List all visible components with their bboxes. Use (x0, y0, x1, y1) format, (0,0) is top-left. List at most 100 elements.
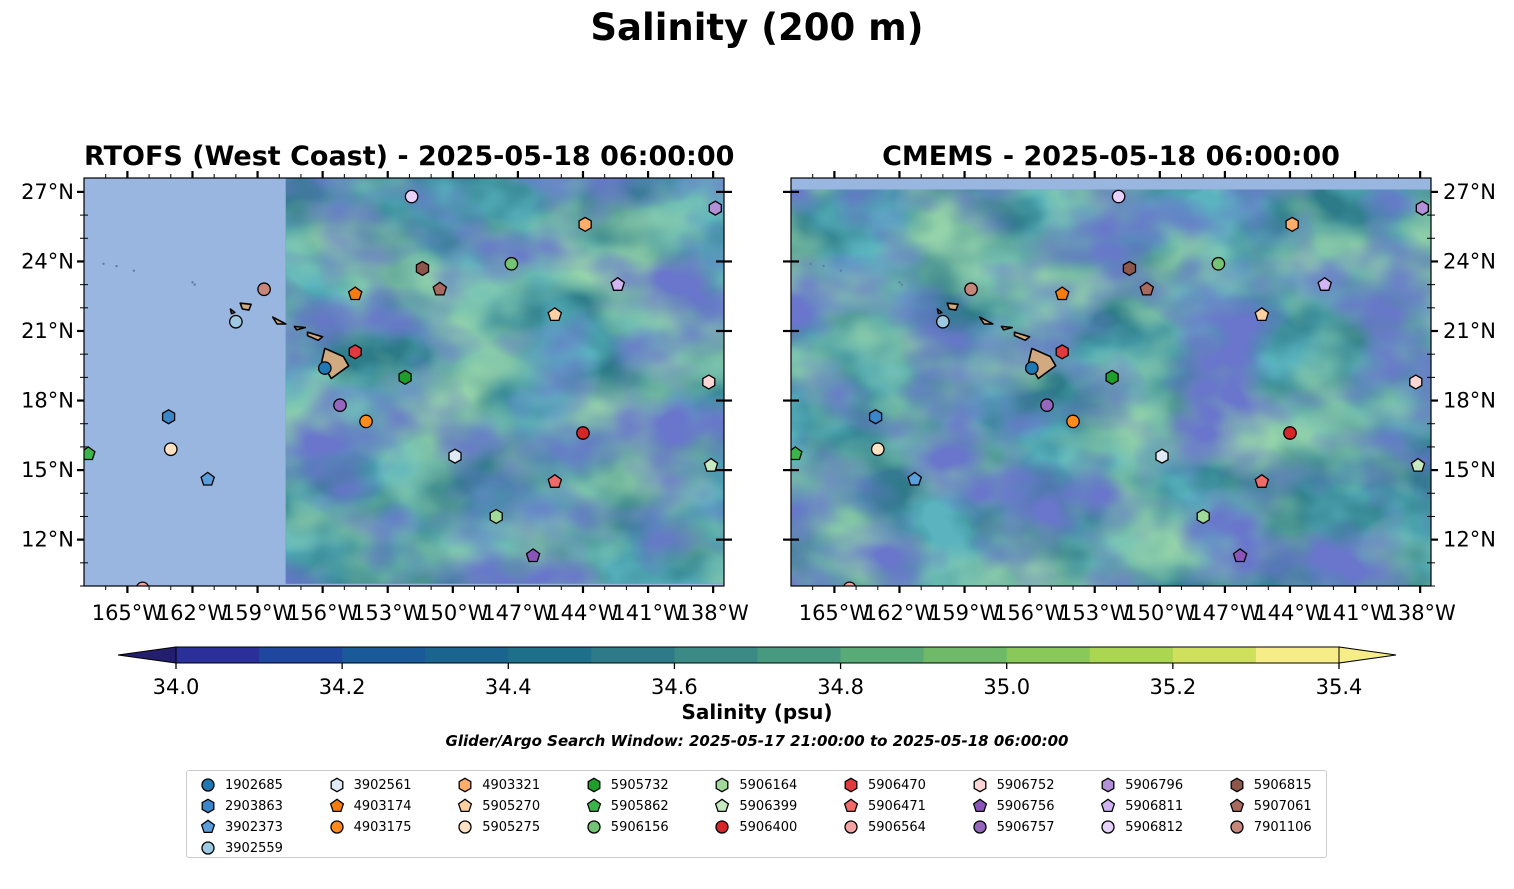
legend-marker-hexagon-icon (844, 777, 858, 793)
legend-item-3902373: 3902373 (199, 817, 283, 837)
legend-marker-shape (1229, 798, 1244, 813)
legend-marker-shape (330, 777, 344, 793)
legend-label: 5906756 (996, 798, 1055, 814)
salinity-eddies-low (285, 178, 724, 584)
legend-label: 7901106 (1253, 819, 1312, 835)
float-marker-5906471 (547, 473, 563, 488)
legend-item-5906164: 5906164 (713, 775, 797, 795)
colorbar: 34.0 34.2 34.4 34.6 34.8 35.0 35.2 35.4 (117, 646, 1397, 699)
colorbar-segment (259, 647, 343, 663)
legend-marker-hexagon-icon (330, 777, 344, 793)
island-3 (271, 316, 287, 325)
float-marker-5906756 (1232, 548, 1248, 563)
colorbar-tick-label: 35.2 (1149, 675, 1196, 699)
legend-item-5906815: 5906815 (1228, 775, 1312, 795)
y-tick-label: 12°N (21, 528, 74, 552)
legend-item-4903321: 4903321 (456, 775, 540, 795)
float-marker-3902559 (229, 314, 243, 329)
x-tick-label: 153°W (1059, 601, 1131, 625)
x-tick-label: 159°W (222, 601, 294, 625)
legend-item-5906564: 5906564 (842, 817, 926, 837)
legend-label: 5906564 (868, 819, 926, 835)
legend-item-1902685: 1902685 (199, 775, 283, 795)
legend-label: 4903174 (353, 798, 412, 814)
island-2 (293, 325, 307, 331)
legend-marker-circle-icon (201, 841, 215, 855)
x-tick-label: 165°W (799, 601, 871, 625)
right-map-panel: 165°W162°W159°W156°W153°W150°W147°W144°W… (783, 171, 1496, 625)
float-marker-4903175 (1066, 414, 1080, 429)
x-tick-label: 138°W (677, 601, 749, 625)
x-tick-label: 147°W (482, 601, 554, 625)
colorbar-segment (757, 647, 842, 663)
float-marker-5905732 (398, 369, 412, 386)
legend-marker-hexagon-icon (1101, 777, 1115, 793)
x-tick-label: 141°W (1319, 601, 1391, 625)
colorbar-tick-label: 34.6 (651, 675, 698, 699)
float-marker-5905275 (870, 442, 885, 457)
float-marker-5905732 (1105, 369, 1119, 386)
float-marker-5905275 (163, 442, 178, 457)
float-marker-5906400 (576, 426, 590, 440)
legend-marker-hexagon-icon (973, 777, 987, 793)
float-marker-5906752 (1409, 374, 1423, 390)
island-5 (229, 308, 236, 315)
x-tick-label: 162°W (864, 601, 936, 625)
float-marker-5906796 (1415, 200, 1429, 216)
y-tick-label: 18°N (21, 389, 74, 413)
legend-marker-shape (1101, 820, 1115, 834)
legend-marker-circle-icon (329, 820, 344, 834)
colorbar-segment (923, 647, 1008, 663)
legend-label: 5906757 (996, 819, 1055, 835)
figure-title: Salinity (200 m) (590, 6, 924, 49)
float-marker-3902373 (200, 471, 216, 486)
reef-1 (132, 269, 136, 272)
float-marker-5905862 (791, 446, 803, 461)
colorbar-segment (1255, 647, 1340, 663)
right-panel-title: CMEMS - 2025-05-18 06:00:00 (882, 141, 1340, 172)
legend-label: 4903321 (482, 777, 541, 793)
x-tick-label: 141°W (612, 601, 684, 625)
legend-item-2903863: 2903863 (199, 796, 283, 816)
legend-item-5905862: 5905862 (585, 796, 669, 816)
float-marker-5906756 (525, 548, 541, 563)
float-marker-4903174 (1054, 286, 1070, 301)
float-marker-3902373 (907, 471, 923, 486)
legend-label: 5906796 (1125, 777, 1184, 793)
left-panel-title: RTOFS (West Coast) - 2025-05-18 06:00:00 (84, 141, 735, 172)
float-marker-3902561 (1155, 448, 1169, 464)
legend-item-5907061: 5907061 (1228, 796, 1312, 816)
float-marker-5906471 (1254, 473, 1270, 488)
legend-marker-shape (201, 778, 215, 792)
legend-marker-shape (844, 777, 858, 793)
legend-item-5905270: 5905270 (456, 796, 540, 816)
legend-item-5906156: 5906156 (585, 817, 669, 837)
reef-3 (900, 283, 903, 286)
search-window-note: Glider/Argo Search Window: 2025-05-17 21… (445, 732, 1069, 750)
colorbar-segment (1089, 647, 1174, 663)
legend-label: 5906164 (739, 777, 798, 793)
float-marker-4903321 (578, 216, 592, 233)
legend-label: 5906399 (739, 798, 798, 814)
colorbar-label: Salinity (psu) (681, 700, 833, 724)
legend-label: 5906156 (610, 819, 669, 835)
legend-item-4903175: 4903175 (328, 817, 412, 837)
colorbar-tick-label: 34.8 (817, 675, 864, 699)
float-marker-7901106 (964, 282, 978, 297)
legend-marker-hexagon-icon (458, 777, 472, 793)
reef-2 (191, 281, 194, 284)
map-frame (83, 177, 725, 587)
colorbar-segment (508, 647, 592, 663)
x-tick-label: 165°W (92, 601, 164, 625)
float-marker-5906757 (1040, 398, 1054, 413)
legend-marker-pentagon-icon (1101, 798, 1116, 813)
float-marker-1902685 (1024, 361, 1039, 375)
legend-label: 3902373 (225, 819, 283, 835)
island-1 (306, 331, 324, 342)
float-marker-5906811 (1317, 276, 1333, 291)
legend-marker-shape (458, 777, 472, 793)
legend-marker-circle-icon (715, 820, 730, 834)
reef-2 (898, 281, 901, 284)
colorbar-extend-high (1338, 646, 1397, 664)
legend-label: 5906811 (1125, 798, 1184, 814)
